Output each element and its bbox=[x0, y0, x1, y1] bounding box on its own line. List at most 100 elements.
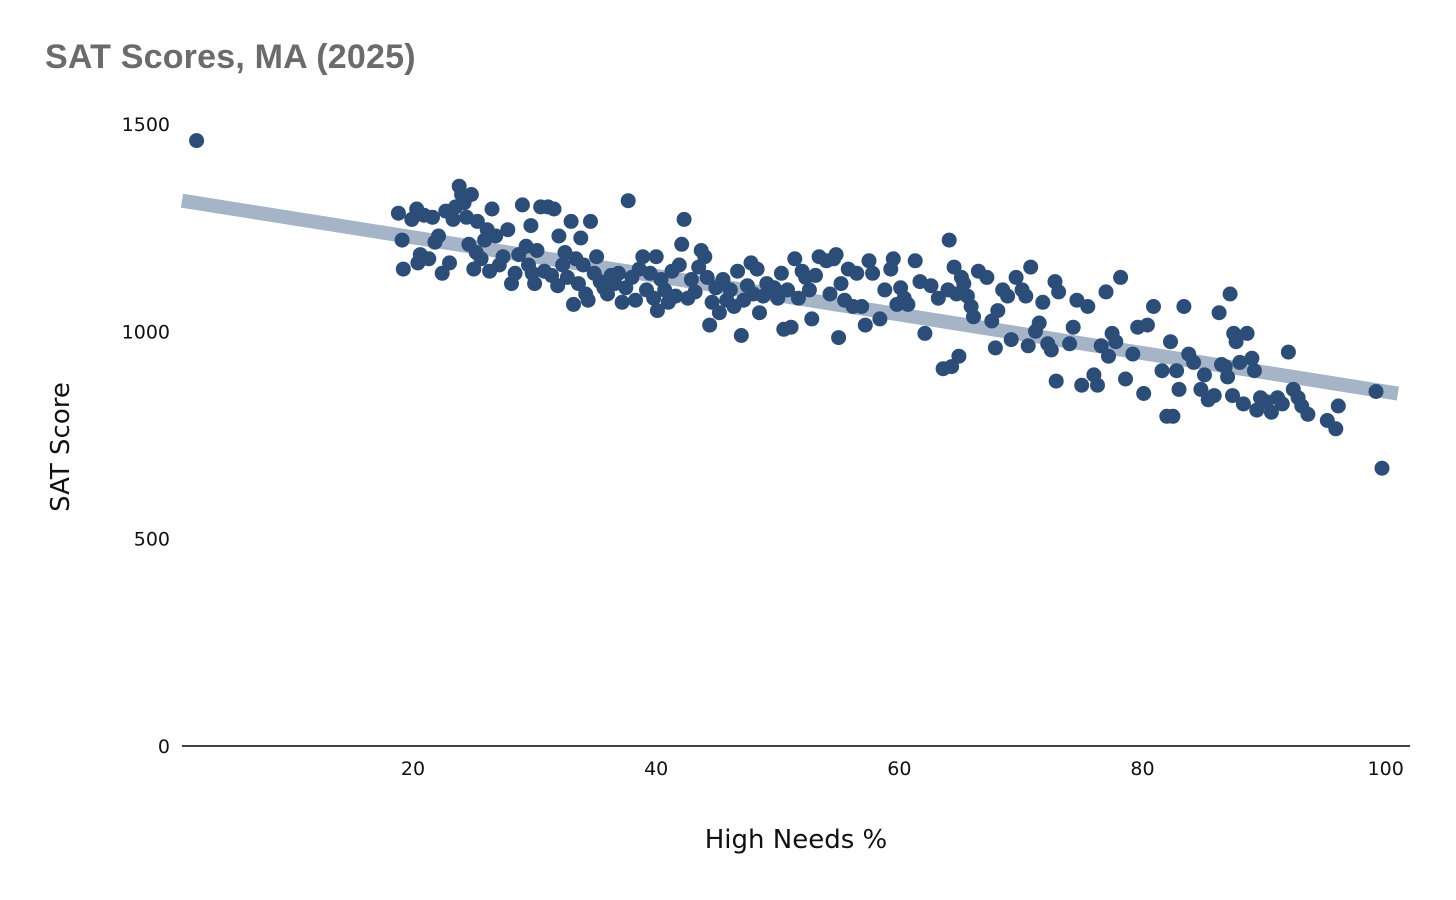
data-point bbox=[1080, 299, 1096, 314]
data-point bbox=[600, 286, 615, 302]
data-point bbox=[1197, 367, 1212, 383]
data-point bbox=[1118, 371, 1133, 387]
data-point bbox=[500, 222, 516, 238]
y-tick-label: 500 bbox=[134, 529, 170, 551]
data-point bbox=[1220, 369, 1236, 385]
data-point bbox=[907, 253, 923, 269]
data-point bbox=[1043, 342, 1059, 358]
data-point bbox=[674, 236, 690, 252]
data-point bbox=[431, 228, 446, 244]
data-point bbox=[589, 249, 605, 265]
data-point bbox=[614, 294, 630, 310]
data-point bbox=[711, 305, 727, 321]
data-point bbox=[425, 209, 440, 225]
data-point bbox=[1035, 294, 1051, 310]
data-point bbox=[395, 261, 411, 277]
x-axis-label: High Needs % bbox=[705, 825, 887, 855]
y-axis-label: SAT Score bbox=[46, 382, 76, 512]
data-point bbox=[484, 201, 500, 217]
data-point bbox=[702, 317, 718, 333]
data-point bbox=[1018, 288, 1034, 304]
data-point bbox=[1186, 354, 1202, 370]
data-point bbox=[900, 296, 916, 312]
data-point bbox=[1222, 286, 1238, 302]
data-point bbox=[1031, 315, 1047, 331]
data-point bbox=[620, 193, 636, 209]
data-point bbox=[657, 282, 673, 298]
data-point bbox=[1274, 396, 1290, 412]
data-point bbox=[557, 245, 573, 260]
data-point bbox=[1206, 388, 1222, 404]
data-point bbox=[1065, 319, 1081, 335]
data-point bbox=[648, 249, 664, 265]
data-point bbox=[646, 290, 662, 306]
data-point bbox=[1146, 299, 1161, 314]
data-point bbox=[445, 211, 461, 227]
data-point bbox=[527, 276, 543, 292]
data-point bbox=[699, 269, 715, 285]
data-point bbox=[583, 213, 598, 229]
data-point bbox=[1062, 336, 1078, 352]
data-point bbox=[857, 317, 873, 333]
data-point bbox=[697, 249, 713, 265]
data-point bbox=[1235, 396, 1251, 412]
data-point bbox=[1374, 460, 1390, 476]
data-point bbox=[722, 282, 738, 298]
data-point bbox=[787, 251, 803, 267]
data-point bbox=[580, 292, 596, 308]
data-point bbox=[1280, 344, 1296, 360]
data-point bbox=[831, 330, 847, 346]
data-point bbox=[1008, 269, 1024, 285]
data-point bbox=[849, 265, 865, 281]
data-point bbox=[1169, 363, 1185, 379]
data-point bbox=[559, 269, 575, 285]
data-point bbox=[790, 290, 806, 306]
data-point bbox=[1368, 384, 1384, 399]
data-point bbox=[635, 249, 651, 265]
data-point bbox=[956, 276, 972, 292]
data-point bbox=[488, 228, 504, 244]
data-point bbox=[570, 276, 586, 292]
data-point bbox=[546, 201, 562, 217]
x-tick-label: 100 bbox=[1368, 758, 1404, 780]
data-point bbox=[463, 187, 479, 202]
data-point bbox=[1154, 363, 1170, 379]
data-point bbox=[733, 328, 749, 343]
data-point bbox=[1228, 334, 1244, 350]
data-point bbox=[1003, 332, 1019, 348]
data-point bbox=[966, 309, 981, 325]
data-point bbox=[507, 265, 523, 281]
data-point bbox=[704, 294, 720, 310]
data-point bbox=[1330, 398, 1346, 414]
data-point bbox=[1163, 334, 1178, 350]
data-point bbox=[1020, 338, 1036, 354]
data-point bbox=[833, 276, 849, 292]
chart-title: SAT Scores, MA (2025) bbox=[45, 38, 416, 76]
data-point bbox=[1090, 377, 1105, 393]
data-point bbox=[523, 218, 539, 234]
y-tick-label: 1500 bbox=[122, 114, 170, 136]
data-point bbox=[1093, 338, 1109, 354]
y-axis-ticks: 0 500 1000 1500 bbox=[122, 114, 170, 758]
data-point bbox=[1139, 317, 1155, 333]
data-point bbox=[573, 230, 589, 246]
data-point bbox=[495, 249, 511, 265]
data-point bbox=[434, 265, 450, 281]
data-point bbox=[885, 251, 901, 267]
data-point bbox=[683, 272, 699, 287]
data-point bbox=[687, 284, 703, 300]
data-point bbox=[917, 325, 933, 341]
data-point bbox=[923, 278, 939, 294]
data-point bbox=[872, 311, 888, 327]
data-point bbox=[979, 269, 995, 285]
data-point bbox=[611, 265, 626, 281]
data-point bbox=[1211, 305, 1227, 321]
data-point bbox=[749, 261, 765, 277]
data-point bbox=[780, 282, 795, 298]
data-point bbox=[951, 348, 967, 364]
data-point bbox=[668, 288, 684, 304]
data-point bbox=[1101, 348, 1116, 364]
data-point bbox=[877, 282, 893, 298]
x-tick-label: 20 bbox=[401, 758, 425, 780]
data-point bbox=[566, 296, 581, 312]
